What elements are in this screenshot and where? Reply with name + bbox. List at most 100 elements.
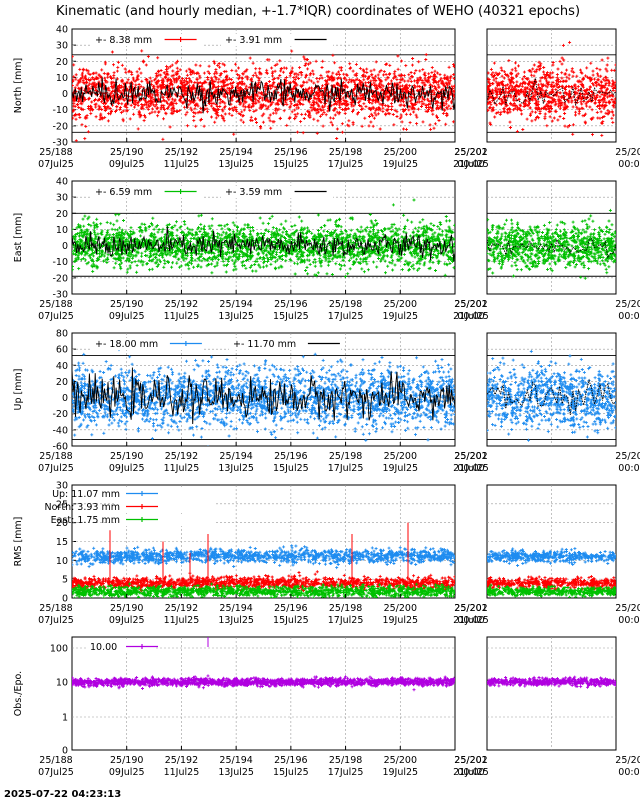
x-tick-label-date: 15Jul25 <box>273 767 309 778</box>
x-tick-label-doy: 25/198 <box>329 451 362 462</box>
y-tick-label: -20 <box>52 121 68 132</box>
x-tick-label-date: 17Jul25 <box>328 311 364 322</box>
legend-background <box>116 501 216 513</box>
legend-label: 10.00 <box>90 642 117 653</box>
y-tick-label: 40 <box>56 361 68 372</box>
x-tick-label-doy: 25/188 <box>39 603 72 614</box>
y-tick-label: -10 <box>52 105 68 116</box>
series-median-zoom-up <box>487 378 616 415</box>
x-tick-label-date: 19Jul25 <box>382 615 418 626</box>
x-tick-label-doy: 25/202 <box>454 755 487 766</box>
legend-background <box>116 514 216 526</box>
main-series-area <box>72 344 455 446</box>
y-tick-label: 20 <box>56 518 68 529</box>
x-tick-label-doy: 25/194 <box>219 603 252 614</box>
chart-title: Kinematic (and hourly median, +-1.7*IQR)… <box>56 4 580 19</box>
x-tick-label-date: 13Jul25 <box>218 767 254 778</box>
y-tick-label: 20 <box>56 377 68 388</box>
x-tick-label-date: 13Jul25 <box>218 311 254 322</box>
legend-label: +- 11.70 mm <box>233 339 296 350</box>
plot-frame <box>71 636 456 751</box>
y-tick-label: 10 <box>56 678 68 689</box>
x-tick-label-doy: 25/194 <box>219 755 252 766</box>
y-tick-label: 20 <box>56 57 68 68</box>
x-tick-label-date: 07Jul25 <box>38 767 74 778</box>
y-axis-label: Up [mm] <box>13 369 24 411</box>
y-tick-label: -20 <box>52 409 68 420</box>
x-tick-label-doy: 25/201 <box>454 451 487 462</box>
y-tick-label: 0 <box>62 746 68 757</box>
zoom-series-area <box>487 675 616 689</box>
x-tick-label-date: 13Jul25 <box>218 463 254 474</box>
x-tick-label-date: 21Jul25 <box>453 615 489 626</box>
x-tick-label-date: 21Jul25 <box>453 463 489 474</box>
x-tick-label-doy: 25/202 <box>454 451 487 462</box>
x-tick-label-date: 09Jul25 <box>109 311 145 322</box>
legend-entry: +- 3.91 mm <box>221 34 333 46</box>
legend-entry: +- 8.38 mm <box>91 34 203 46</box>
y-tick-label: 0 <box>62 594 68 605</box>
x-tick-label-doy: 25/192 <box>165 603 198 614</box>
y-axis-label: RMS [mm] <box>13 517 24 567</box>
legend-background <box>91 34 203 46</box>
series-obs-per-epoch <box>72 674 455 692</box>
x-tick-label-doy: 25/188 <box>39 299 72 310</box>
x-tick-label-doy: 25/196 <box>274 299 307 310</box>
x-tick-label-doy: 25/200 <box>384 299 417 310</box>
legend-label: +- 3.91 mm <box>225 35 282 46</box>
x-tick-label-doy: 25/198 <box>329 299 362 310</box>
x-tick-label-date: 09Jul25 <box>109 159 145 170</box>
x-tick-label-doy: 25/196 <box>274 147 307 158</box>
legend-label: +- 18.00 mm <box>95 339 158 350</box>
x-tick-label-doy: 25/192 <box>165 755 198 766</box>
y-tick-label: 60 <box>56 345 68 356</box>
x-tick-label-doy: 25/202 <box>615 299 640 310</box>
legend-label: Up: 11.07 mm <box>52 489 120 500</box>
x-tick-label-doy: 25/188 <box>39 755 72 766</box>
x-tick-label-doy: 25/202 <box>615 451 640 462</box>
zoom-series-area <box>487 349 616 442</box>
series-median-up <box>72 367 455 425</box>
x-tick-label-doy: 25/202 <box>454 299 487 310</box>
x-tick-label-date: 00:00 <box>618 311 640 322</box>
series-rms-east <box>72 582 455 598</box>
x-tick-label-date: 00:00 <box>618 615 640 626</box>
y-tick-label: 20 <box>56 209 68 220</box>
x-tick-label-doy: 25/194 <box>219 147 252 158</box>
x-tick-label-date: 09Jul25 <box>109 615 145 626</box>
y-tick-label: 30 <box>56 193 68 204</box>
legend-label: +- 3.59 mm <box>225 187 282 198</box>
x-tick-label-date: 07Jul25 <box>38 615 74 626</box>
x-tick-label-doy: 25/198 <box>329 755 362 766</box>
panel-obs: Obs./Epo.100101010.0025/18807Jul2525/190… <box>13 636 640 778</box>
x-tick-label-date: 17Jul25 <box>328 615 364 626</box>
legend-entry: +- 18.00 mm <box>91 338 203 350</box>
series-kinematic-zoom-up <box>487 349 616 442</box>
x-tick-label-date: 15Jul25 <box>273 311 309 322</box>
x-tick-label-doy: 25/196 <box>274 755 307 766</box>
x-tick-label-doy: 25/200 <box>384 147 417 158</box>
x-tick-label-doy: 25/188 <box>39 147 72 158</box>
series-rms-zoom-east <box>487 583 616 598</box>
x-tick-label-date: 11Jul25 <box>164 463 200 474</box>
x-tick-label-doy: 25/198 <box>329 147 362 158</box>
x-tick-label-date: 00:00 <box>457 311 484 322</box>
x-tick-label-doy: 25/202 <box>454 603 487 614</box>
y-tick-label: 40 <box>56 177 68 188</box>
x-tick-label-doy: 25/202 <box>615 755 640 766</box>
panel-up: Up [mm] 80 60 40 20 0 -20 -40 -60 +- 18.00 mm +- 1… <box>13 329 640 475</box>
x-tick-label-date: 11Jul25 <box>164 615 200 626</box>
y-tick-label: 100 <box>50 644 68 655</box>
x-tick-label-doy: 25/192 <box>165 451 198 462</box>
x-tick-label-date: 13Jul25 <box>218 159 254 170</box>
x-tick-label-doy: 25/202 <box>615 147 640 158</box>
x-tick-label-date: 11Jul25 <box>164 767 200 778</box>
x-tick-label-date: 00:00 <box>618 767 640 778</box>
y-tick-label: -40 <box>52 425 68 436</box>
x-tick-label-date: 00:00 <box>457 159 484 170</box>
x-tick-label-date: 17Jul25 <box>328 767 364 778</box>
main-series-area <box>72 49 455 142</box>
x-tick-label-date: 09Jul25 <box>109 767 145 778</box>
x-tick-label-date: 11Jul25 <box>164 159 200 170</box>
legend-entry: East: 1.75 mm <box>51 514 216 526</box>
